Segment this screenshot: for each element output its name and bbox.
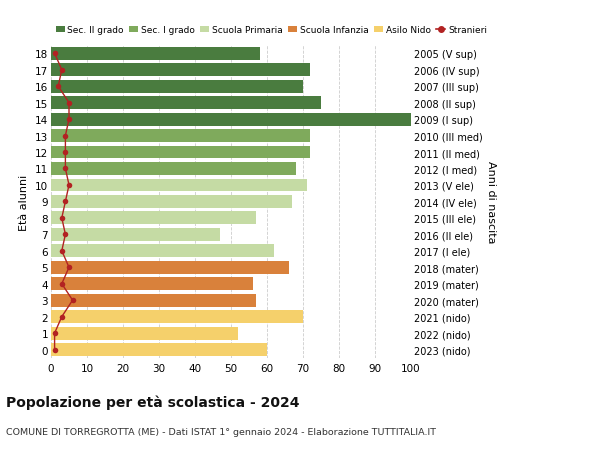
Bar bbox=[51, 311, 303, 323]
Point bbox=[61, 231, 70, 239]
Point bbox=[64, 100, 74, 107]
Point bbox=[61, 198, 70, 206]
Text: COMUNE DI TORREGROTTA (ME) - Dati ISTAT 1° gennaio 2024 - Elaborazione TUTTITALI: COMUNE DI TORREGROTTA (ME) - Dati ISTAT … bbox=[6, 427, 436, 436]
Bar bbox=[51, 130, 310, 143]
Legend: Sec. II grado, Sec. I grado, Scuola Primaria, Scuola Infanzia, Asilo Nido, Stran: Sec. II grado, Sec. I grado, Scuola Prim… bbox=[56, 26, 487, 35]
Bar bbox=[51, 327, 238, 340]
Y-axis label: Anni di nascita: Anni di nascita bbox=[487, 161, 496, 243]
Bar bbox=[51, 97, 321, 110]
Y-axis label: Età alunni: Età alunni bbox=[19, 174, 29, 230]
Point bbox=[64, 264, 74, 271]
Bar bbox=[51, 245, 274, 257]
Point bbox=[61, 149, 70, 157]
Bar bbox=[51, 64, 310, 77]
Bar bbox=[51, 162, 296, 175]
Bar bbox=[51, 343, 267, 356]
Bar bbox=[51, 278, 253, 291]
Point bbox=[50, 50, 59, 58]
Point bbox=[61, 165, 70, 173]
Bar bbox=[51, 294, 256, 307]
Point bbox=[57, 247, 67, 255]
Bar bbox=[51, 196, 292, 208]
Point bbox=[57, 313, 67, 321]
Bar bbox=[51, 179, 307, 192]
Bar bbox=[51, 81, 303, 93]
Point bbox=[68, 297, 77, 304]
Text: Popolazione per età scolastica - 2024: Popolazione per età scolastica - 2024 bbox=[6, 395, 299, 409]
Bar bbox=[51, 146, 310, 159]
Bar bbox=[51, 113, 411, 126]
Point bbox=[64, 182, 74, 189]
Point bbox=[50, 330, 59, 337]
Point bbox=[61, 133, 70, 140]
Point bbox=[53, 83, 63, 90]
Bar bbox=[51, 212, 256, 225]
Point bbox=[57, 215, 67, 222]
Point bbox=[64, 116, 74, 123]
Bar bbox=[51, 229, 220, 241]
Point bbox=[57, 67, 67, 74]
Point bbox=[57, 280, 67, 288]
Bar bbox=[51, 48, 260, 61]
Bar bbox=[51, 261, 289, 274]
Point bbox=[50, 346, 59, 353]
